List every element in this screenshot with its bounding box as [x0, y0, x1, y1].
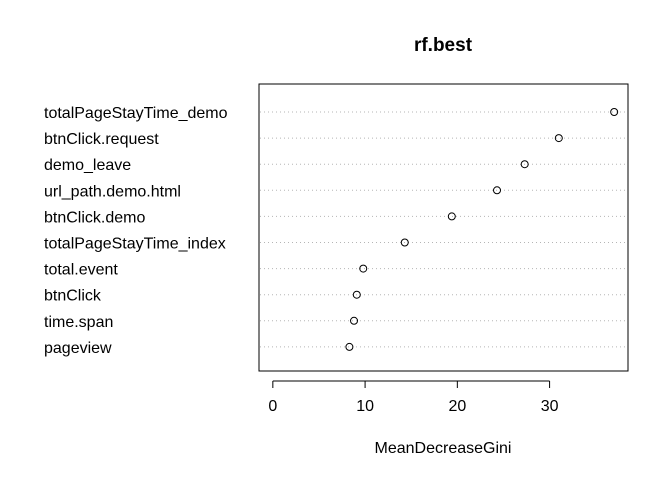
data-point	[400, 238, 409, 247]
data-point	[350, 316, 359, 325]
y-category-label: pageview	[44, 340, 112, 357]
data-point	[352, 290, 361, 299]
y-category-label: total.event	[44, 262, 118, 279]
data-point	[554, 134, 563, 143]
chart-title: rf.best	[414, 35, 473, 56]
plot-frame	[258, 83, 629, 372]
data-point	[493, 186, 502, 195]
x-axis: 0 10 20 30	[268, 380, 559, 415]
data-point	[447, 212, 456, 221]
x-tick-label: 20	[448, 398, 466, 415]
y-category-label: url_path.demo.html	[44, 183, 181, 200]
data-point	[345, 342, 354, 351]
data-point	[359, 264, 368, 273]
x-tick-label: 0	[268, 398, 277, 415]
y-category-label: totalPageStayTime_index	[44, 236, 226, 253]
y-category-label: btnClick	[44, 288, 102, 305]
y-category-label: demo_leave	[44, 157, 131, 174]
grid-lines	[260, 111, 627, 348]
y-category-label: time.span	[44, 314, 113, 331]
x-tick-label: 30	[541, 398, 559, 415]
y-category-label: btnClick.demo	[44, 209, 145, 226]
data-points	[345, 108, 619, 351]
y-category-label: btnClick.request	[44, 131, 159, 148]
data-point	[520, 160, 529, 169]
y-labels: totalPageStayTime_demo btnClick.request de…	[44, 105, 228, 357]
data-point	[610, 108, 619, 116]
x-axis-label: MeanDecreaseGini	[375, 440, 512, 457]
y-category-label: totalPageStayTime_demo	[44, 105, 228, 122]
x-tick-label: 10	[356, 398, 374, 415]
